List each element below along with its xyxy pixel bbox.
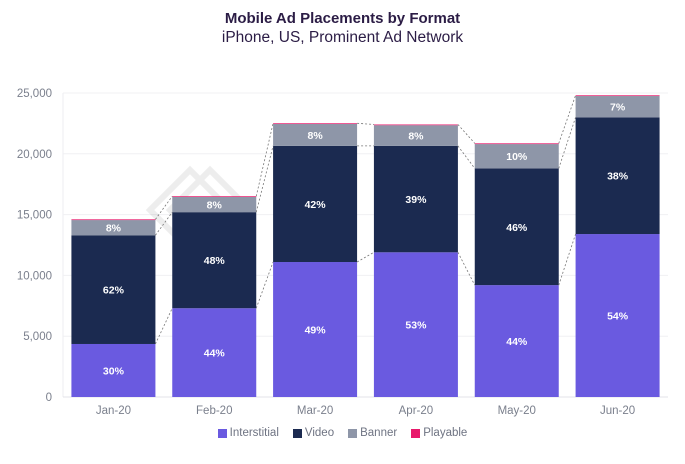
connector-line [255,261,274,309]
legend-item-video: Video [292,427,335,439]
bar-data-label: 44% [204,348,226,360]
y-tick-label: 25,000 [17,88,52,100]
bar-data-label: 46% [506,222,528,234]
bar-banner [575,96,660,118]
bar-video [474,168,559,286]
connector-line [558,95,576,144]
connector-line [155,211,173,236]
bar-data-label: 54% [607,311,629,323]
connector-line [558,117,576,169]
connector-line [457,145,476,169]
legend-item-banner: Banner [348,427,397,439]
legend-swatch [348,428,358,438]
bar-data-label: 42% [305,199,327,211]
bar-video [71,235,156,344]
legend-item-interstitial: Interstitial [217,427,279,439]
bar-data-label: 49% [305,325,327,337]
bar-data-label: 8% [207,200,223,212]
bar-data-label: 44% [506,336,528,348]
bar-interstitial [172,308,257,397]
bar-data-label: 53% [405,320,427,332]
legend-label: Video [304,427,335,439]
y-tick-label: 5,000 [23,331,52,343]
legend-label: Interstitial [229,427,279,439]
bar-data-label: 8% [408,131,424,143]
connector-line [558,233,576,286]
connector-line [457,124,476,144]
connector-line [255,145,274,213]
connector-line [356,251,375,263]
x-tick-label: Mar-20 [297,405,333,417]
x-tick-label: Feb-20 [196,405,232,417]
bar-interstitial [474,285,559,397]
connector-line [155,196,173,220]
bar-banner [373,125,458,146]
bar-data-label: 48% [204,255,226,267]
bar-interstitial [373,252,458,397]
x-tick-label: May-20 [498,405,536,417]
bar-interstitial [273,262,358,397]
legend-swatch [217,428,227,438]
y-tick-label: 0 [46,392,52,404]
bar-banner [273,124,358,146]
legend: Interstitial Video Banner Playable [0,427,685,439]
bar-data-label: 38% [607,171,629,183]
legend-label: Playable [423,427,468,439]
legend-swatch [292,428,302,438]
bar-interstitial [575,234,660,397]
bar-video [172,212,257,309]
bar-playable [273,123,358,125]
connector-line [357,122,374,125]
connector-line [457,252,476,286]
bar-playable [373,124,458,126]
bar-banner [474,144,559,169]
x-tick-label: Jan-20 [96,405,131,417]
connector-line [155,308,173,345]
bar-data-label: 30% [103,365,125,377]
bar-playable [71,219,156,221]
chart-subtitle: iPhone, US, Prominent Ad Network [221,29,464,46]
connector-line [255,123,274,197]
legend-label: Banner [360,427,398,439]
bar-banner [71,220,156,236]
bar-data-label: 62% [103,285,125,297]
bar-data-label: 8% [106,223,122,235]
x-tick-label: Apr-20 [399,405,434,417]
y-tick-label: 10,000 [17,270,52,282]
bar-playable [575,95,660,97]
bar-video [373,145,458,253]
bar-data-label: 10% [506,151,528,163]
bar-playable [474,143,559,145]
bar-interstitial [71,343,156,397]
bar-data-label: 7% [610,102,626,114]
bar-video [575,117,660,235]
legend-swatch [411,428,421,438]
bar-data-label: 8% [307,130,323,142]
bar-playable [172,196,257,197]
bar-data-label: 39% [405,194,427,206]
chart-title: Mobile Ad Placements by Format [224,10,461,27]
bar-video [273,145,358,263]
x-tick-label: Jun-20 [600,405,635,417]
bar-banner [172,196,257,213]
legend-item-playable: Playable [411,427,467,439]
y-tick-label: 15,000 [17,210,52,222]
y-tick-label: 20,000 [17,149,52,161]
